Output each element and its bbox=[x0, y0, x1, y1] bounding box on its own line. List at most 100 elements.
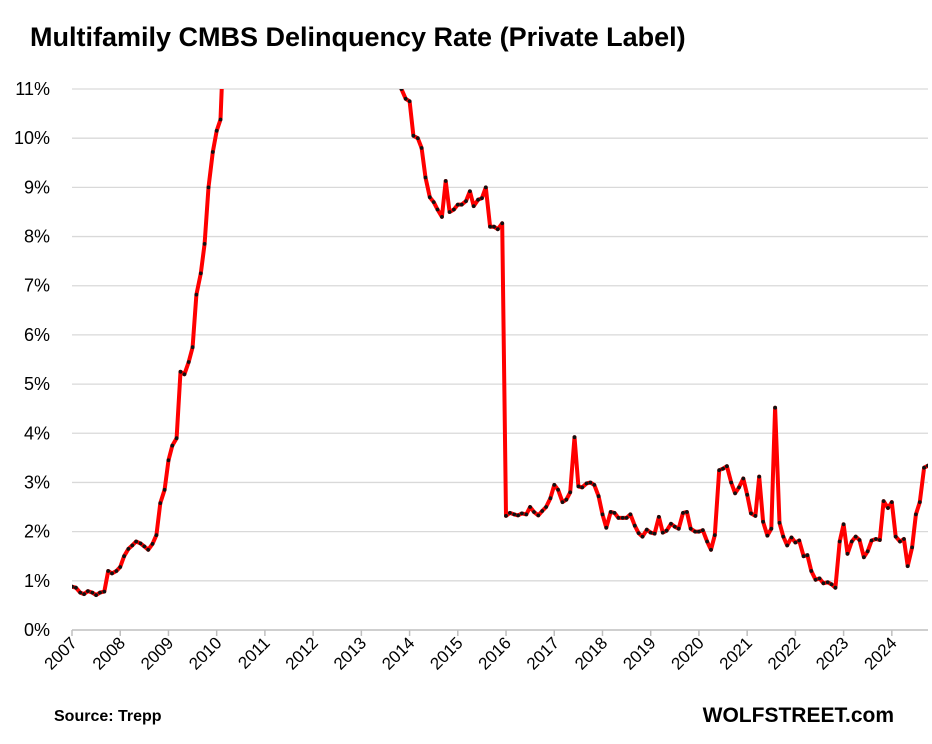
data-point bbox=[700, 528, 705, 533]
data-point bbox=[435, 207, 440, 212]
y-tick-label: 1% bbox=[24, 571, 50, 591]
data-point bbox=[636, 531, 641, 535]
data-point bbox=[198, 271, 203, 276]
data-point bbox=[857, 538, 862, 542]
data-point bbox=[652, 531, 657, 536]
data-point bbox=[753, 514, 758, 518]
data-point bbox=[632, 523, 637, 528]
data-point bbox=[174, 436, 179, 441]
data-point bbox=[644, 527, 649, 532]
data-point bbox=[749, 511, 753, 516]
y-axis-tick-labels: 0% 1% 2% 3% 4% 5% 6% 7% 8% 9% 10% 11% bbox=[14, 79, 50, 640]
delinquency-rate-line bbox=[72, 89, 928, 598]
brand-watermark: WOLFSTREET.com bbox=[702, 704, 894, 727]
data-point bbox=[464, 199, 468, 204]
data-point bbox=[729, 480, 734, 485]
data-point bbox=[648, 530, 653, 535]
x-tick-label: 2020 bbox=[668, 633, 708, 673]
x-tick-label: 2022 bbox=[764, 633, 804, 673]
data-point bbox=[608, 510, 613, 514]
data-point bbox=[733, 491, 737, 496]
data-point bbox=[423, 175, 428, 180]
data-point bbox=[480, 196, 484, 201]
data-point bbox=[705, 539, 709, 544]
data-point bbox=[447, 210, 452, 214]
data-point bbox=[118, 565, 123, 569]
data-point bbox=[902, 537, 906, 541]
data-point bbox=[190, 345, 195, 350]
data-point bbox=[415, 136, 420, 141]
data-point bbox=[576, 484, 581, 489]
data-point bbox=[452, 207, 456, 212]
data-point bbox=[745, 492, 750, 497]
x-axis-tick-labels: 2007 2008 2009 2010 2011 2012 2013 2014 2015 2016… bbox=[41, 633, 901, 673]
data-point bbox=[833, 585, 838, 590]
data-point bbox=[672, 524, 677, 529]
data-point bbox=[82, 592, 86, 596]
data-point bbox=[468, 189, 472, 194]
y-tick-label: 6% bbox=[24, 325, 50, 345]
data-point bbox=[773, 405, 777, 410]
data-point bbox=[427, 195, 432, 200]
data-point bbox=[130, 543, 135, 548]
data-point bbox=[186, 360, 191, 364]
data-point bbox=[560, 500, 565, 504]
data-point bbox=[877, 538, 882, 542]
data-point bbox=[914, 512, 918, 517]
data-point bbox=[528, 505, 532, 509]
x-tick-label: 2013 bbox=[330, 633, 370, 673]
data-point bbox=[403, 96, 408, 101]
data-point bbox=[640, 534, 645, 539]
data-point bbox=[508, 511, 512, 515]
data-point bbox=[905, 564, 910, 568]
y-tick-label: 11% bbox=[15, 79, 50, 99]
data-point bbox=[862, 555, 866, 560]
data-point bbox=[777, 520, 782, 525]
data-point bbox=[126, 547, 131, 551]
data-point bbox=[544, 505, 548, 509]
data-point bbox=[898, 539, 902, 544]
data-point bbox=[94, 593, 98, 597]
data-point bbox=[769, 526, 774, 531]
data-point bbox=[516, 513, 520, 518]
data-point bbox=[922, 465, 926, 470]
data-point bbox=[893, 534, 898, 539]
data-point bbox=[709, 547, 713, 552]
data-point bbox=[146, 547, 151, 552]
data-point bbox=[688, 526, 693, 531]
x-tick-label: 2016 bbox=[475, 633, 515, 673]
data-point bbox=[399, 89, 404, 91]
data-point bbox=[86, 589, 90, 593]
data-point bbox=[443, 179, 448, 183]
data-point bbox=[483, 185, 488, 190]
data-point bbox=[411, 133, 416, 138]
x-tick-label: 2010 bbox=[185, 633, 225, 673]
data-point bbox=[889, 500, 894, 504]
data-point bbox=[612, 511, 617, 515]
x-tick-label: 2014 bbox=[378, 633, 418, 673]
data-point bbox=[512, 512, 517, 517]
data-point bbox=[926, 463, 928, 468]
data-point bbox=[874, 537, 878, 541]
data-point bbox=[693, 529, 697, 534]
x-tick-label: 2018 bbox=[571, 633, 611, 673]
data-point bbox=[210, 150, 215, 154]
data-point bbox=[74, 585, 78, 590]
data-point bbox=[206, 185, 211, 190]
data-point bbox=[721, 466, 725, 471]
x-tick-label: 2008 bbox=[89, 633, 129, 673]
data-point bbox=[72, 584, 74, 589]
data-point bbox=[592, 483, 597, 487]
data-point bbox=[78, 590, 83, 595]
data-point bbox=[681, 511, 685, 515]
data-point bbox=[781, 534, 786, 539]
x-tick-label: 2024 bbox=[860, 633, 900, 673]
data-point bbox=[669, 521, 673, 526]
data-point bbox=[568, 490, 573, 495]
data-point bbox=[825, 580, 830, 585]
data-point bbox=[869, 538, 874, 543]
data-point bbox=[596, 494, 601, 499]
y-tick-label: 7% bbox=[24, 276, 50, 296]
data-point bbox=[536, 513, 541, 518]
data-point bbox=[801, 554, 806, 559]
